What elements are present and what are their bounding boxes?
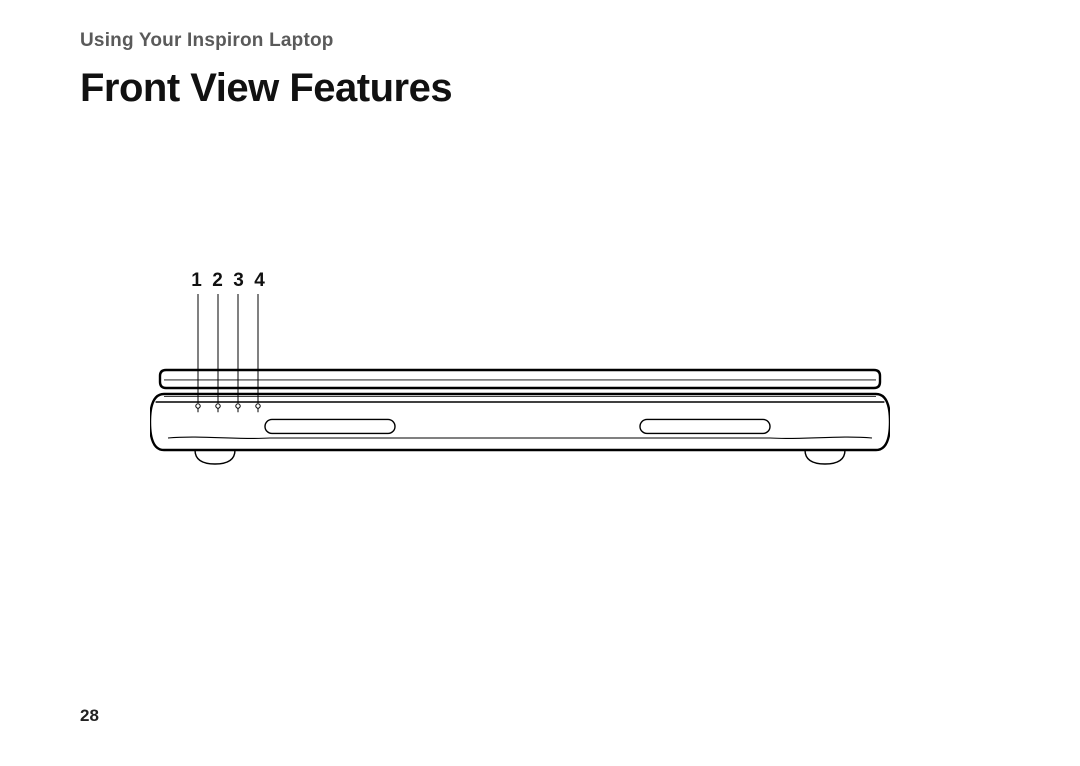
callout-number: 1	[190, 270, 204, 292]
callout-number: 4	[253, 270, 267, 292]
callout-number-row: 1 2 3 4	[190, 270, 267, 292]
laptop-front-svg	[150, 270, 890, 480]
callout-number: 3	[232, 270, 246, 292]
front-view-diagram: 1 2 3 4	[150, 270, 890, 500]
callout-number: 2	[211, 270, 225, 292]
page-number: 28	[80, 706, 99, 726]
section-label: Using Your Inspiron Laptop	[80, 30, 1000, 52]
page-title: Front View Features	[80, 66, 1000, 111]
manual-page: Using Your Inspiron Laptop Front View Fe…	[0, 0, 1080, 766]
